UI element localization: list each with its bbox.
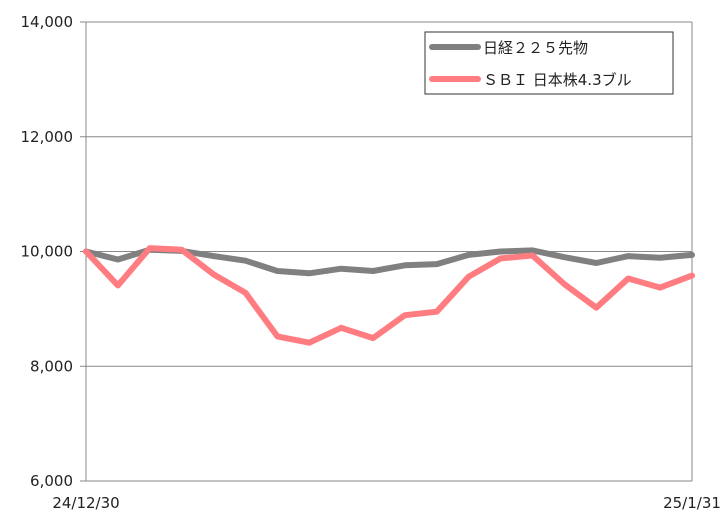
y-tick-label: 14,000 bbox=[21, 13, 74, 31]
series-line-sbi-bull bbox=[83, 245, 695, 346]
y-tick-label: 6,000 bbox=[30, 472, 73, 490]
tick-labels: 6,000 8,000 10,000 12,000 14,000 24/12/30 25/1… bbox=[21, 13, 721, 512]
y-tick-label: 10,000 bbox=[21, 243, 74, 261]
legend: 日経２２５先物 ＳＢＩ 日本株4.3ブル bbox=[424, 31, 674, 95]
series-line-nikkei225-futures bbox=[83, 246, 695, 277]
legend-label-sbi-bull: ＳＢＩ 日本株4.3ブル bbox=[483, 71, 632, 89]
legend-box bbox=[424, 31, 674, 95]
legend-label-nikkei225-futures: 日経２２５先物 bbox=[483, 39, 588, 57]
y-tick-label: 12,000 bbox=[21, 128, 74, 146]
x-tick-label-end: 25/1/31 bbox=[663, 494, 721, 512]
x-tick-label-start: 24/12/30 bbox=[52, 494, 119, 512]
y-tick-label: 8,000 bbox=[30, 357, 73, 375]
series-lines bbox=[83, 245, 695, 346]
